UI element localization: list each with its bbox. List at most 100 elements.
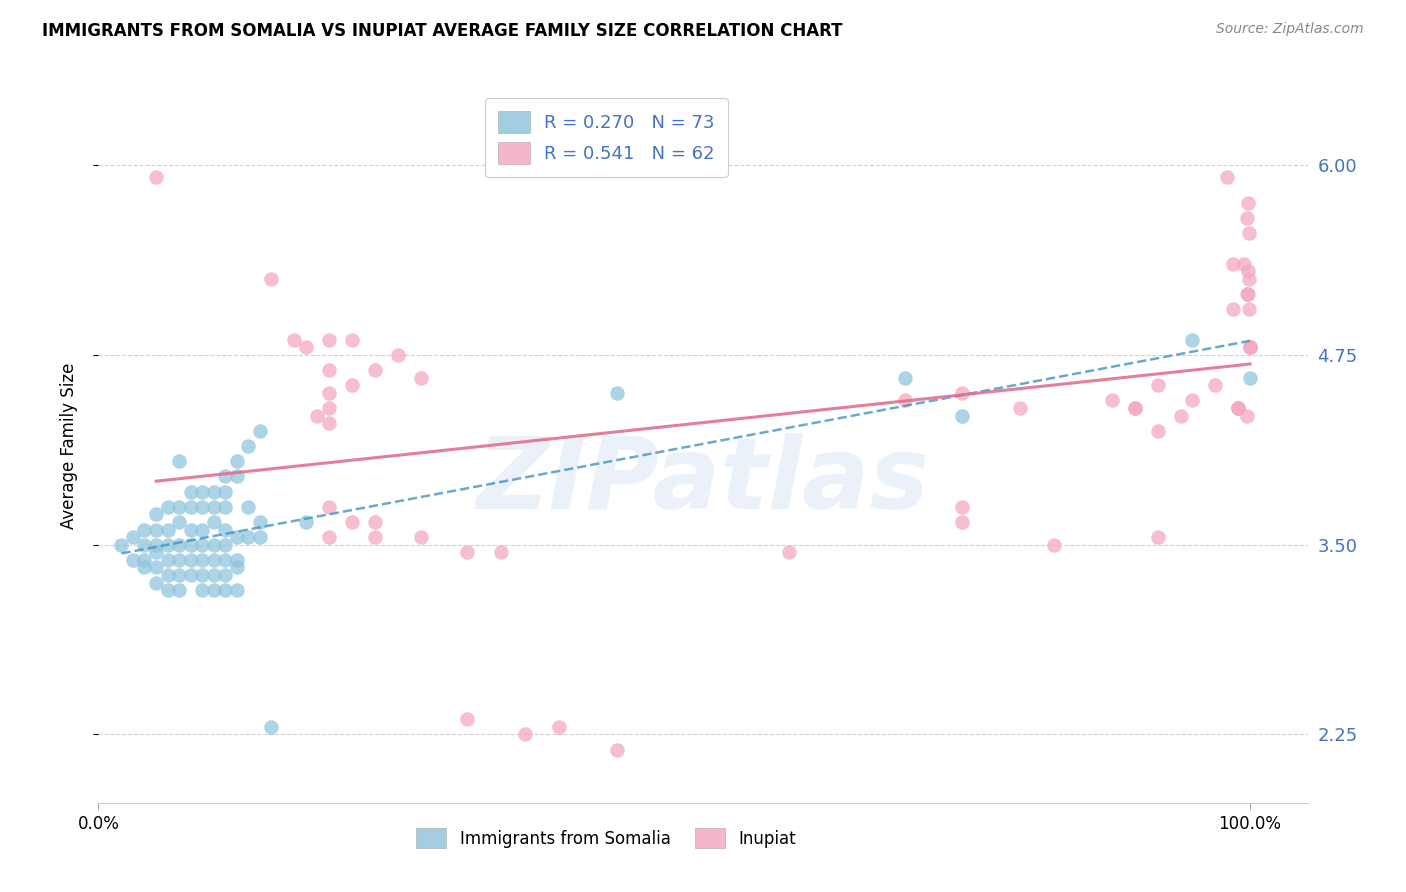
Point <box>145 545 167 559</box>
Point <box>340 515 363 529</box>
Point <box>548 720 571 734</box>
Point <box>1222 257 1244 271</box>
Point <box>180 538 202 552</box>
Point <box>409 370 432 384</box>
Point <box>225 469 247 483</box>
Point <box>214 500 236 514</box>
Point <box>1123 401 1146 415</box>
Point <box>1233 257 1256 271</box>
Point <box>950 500 973 514</box>
Text: ZIPatlas: ZIPatlas <box>477 434 929 530</box>
Point <box>249 424 271 438</box>
Point <box>134 523 156 537</box>
Point <box>1216 170 1239 185</box>
Point <box>191 538 214 552</box>
Point <box>318 500 340 514</box>
Point <box>225 583 247 598</box>
Y-axis label: Average Family Size: Average Family Size <box>59 363 77 529</box>
Point <box>1123 401 1146 415</box>
Point <box>145 538 167 552</box>
Point <box>167 515 190 529</box>
Point <box>1147 530 1170 544</box>
Point <box>1227 401 1250 415</box>
Point <box>236 530 259 544</box>
Point <box>1147 378 1170 392</box>
Point <box>260 720 283 734</box>
Point <box>1237 272 1260 286</box>
Point <box>1204 378 1226 392</box>
Point <box>606 742 628 756</box>
Point <box>1239 340 1261 354</box>
Point <box>180 523 202 537</box>
Point <box>202 484 225 499</box>
Point <box>950 515 973 529</box>
Point <box>191 568 214 582</box>
Point <box>307 409 329 423</box>
Point <box>1227 401 1250 415</box>
Point <box>364 515 387 529</box>
Point <box>145 560 167 574</box>
Point <box>145 575 167 590</box>
Point <box>1170 409 1192 423</box>
Point <box>214 469 236 483</box>
Point <box>191 553 214 567</box>
Point <box>456 545 478 559</box>
Point <box>145 523 167 537</box>
Point <box>950 409 973 423</box>
Point <box>1236 264 1258 278</box>
Point <box>156 568 179 582</box>
Point <box>387 348 409 362</box>
Legend: Immigrants from Somalia, Inupiat: Immigrants from Somalia, Inupiat <box>409 822 803 855</box>
Point <box>1236 287 1258 301</box>
Point <box>156 553 179 567</box>
Point <box>1181 393 1204 408</box>
Point <box>1239 370 1261 384</box>
Point <box>1239 340 1261 354</box>
Point <box>214 523 236 537</box>
Point <box>180 484 202 499</box>
Point <box>1147 424 1170 438</box>
Point <box>236 439 259 453</box>
Point <box>249 515 271 529</box>
Point <box>225 454 247 468</box>
Point <box>202 568 225 582</box>
Point <box>167 500 190 514</box>
Point <box>214 538 236 552</box>
Point <box>340 333 363 347</box>
Point <box>156 523 179 537</box>
Point <box>318 333 340 347</box>
Point <box>191 484 214 499</box>
Point <box>156 538 179 552</box>
Point <box>214 553 236 567</box>
Point <box>1227 401 1250 415</box>
Point <box>1236 409 1258 423</box>
Point <box>318 363 340 377</box>
Point <box>167 538 190 552</box>
Point <box>202 515 225 529</box>
Point <box>950 385 973 400</box>
Point <box>456 712 478 726</box>
Point <box>340 378 363 392</box>
Point <box>249 530 271 544</box>
Point <box>491 545 513 559</box>
Point <box>1236 196 1258 211</box>
Point <box>122 530 145 544</box>
Point <box>225 530 247 544</box>
Point <box>893 393 915 408</box>
Point <box>180 500 202 514</box>
Point <box>214 583 236 598</box>
Point <box>191 583 214 598</box>
Text: Source: ZipAtlas.com: Source: ZipAtlas.com <box>1216 22 1364 37</box>
Point <box>1008 401 1031 415</box>
Point <box>1236 287 1258 301</box>
Point <box>364 530 387 544</box>
Point <box>156 583 179 598</box>
Point <box>606 385 628 400</box>
Point <box>513 727 536 741</box>
Point <box>167 553 190 567</box>
Point <box>1181 333 1204 347</box>
Point <box>283 333 305 347</box>
Point <box>778 545 800 559</box>
Point <box>167 583 190 598</box>
Point <box>294 515 316 529</box>
